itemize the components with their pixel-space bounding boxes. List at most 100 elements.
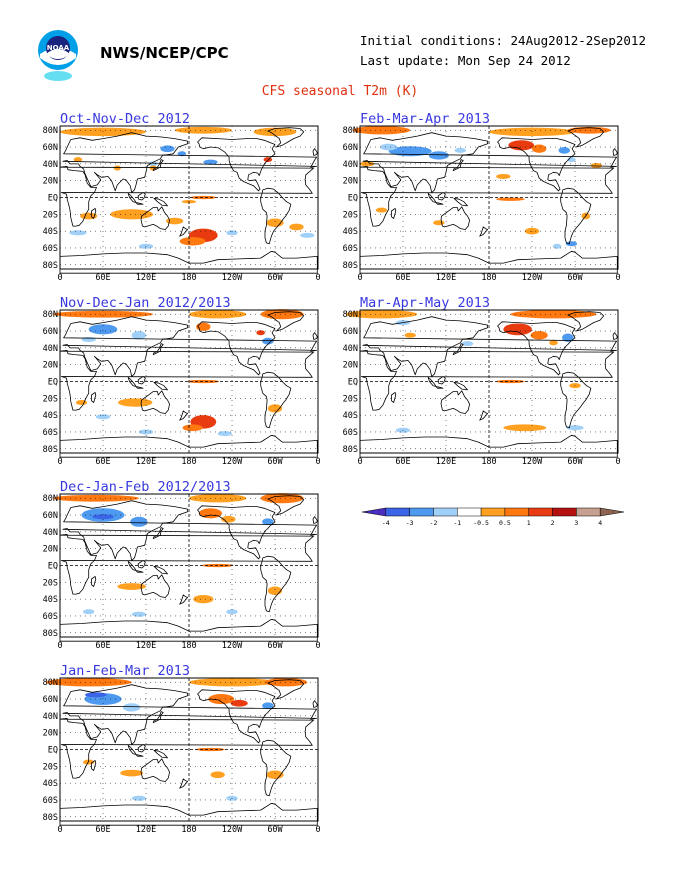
lon-label: 120W [222, 641, 243, 651]
lon-label: 0 [615, 457, 620, 467]
anomaly-region [263, 157, 273, 163]
org-name: NWS/NCEP/CPC [100, 44, 229, 62]
lat-label: 20N [43, 177, 58, 187]
map-panel-jfm: 80N 60N 40N 20N EQ 20S 40S 60S 80S 0 60E 120E 180 120… [43, 677, 321, 835]
legend-label: -0.5 [473, 519, 489, 527]
anomaly-region [203, 159, 218, 165]
lon-label: 120W [522, 457, 543, 467]
anomaly-region [85, 692, 107, 698]
lon-label: 180 [181, 457, 196, 467]
anomaly-region [503, 323, 532, 336]
lat-label: 20S [43, 210, 58, 220]
lon-label: 180 [181, 273, 196, 283]
anomaly-region [558, 147, 570, 154]
anomaly-region [130, 516, 148, 527]
lat-label: 20N [343, 361, 358, 371]
lat-label: 20N [43, 545, 58, 555]
panel-title-ndj: Nov-Dec-Jan 2012/2013 [60, 295, 231, 311]
legend-swatch [504, 507, 529, 517]
anomaly-region [189, 494, 247, 503]
legend-label: -1 [453, 519, 461, 527]
map-panel-mam: 80N 60N 40N 20N EQ 20S 40S 60S 80S 0 60E 120E 180 120… [343, 309, 621, 467]
anomaly-region [510, 310, 597, 319]
lat-label: 20S [343, 210, 358, 220]
lat-label: 40S [43, 227, 58, 237]
anomaly-region [179, 237, 206, 246]
lat-label: 40S [43, 779, 58, 789]
lon-label: 120W [522, 273, 543, 283]
anomaly-region [226, 230, 238, 236]
lon-label: 0 [57, 825, 62, 835]
anomaly-region [208, 693, 235, 705]
legend-label: -4 [382, 519, 390, 527]
lat-label: 40N [343, 160, 358, 170]
legend-swatch [361, 507, 387, 517]
lon-label: 0 [357, 273, 362, 283]
anomaly-region [117, 583, 146, 590]
lat-label: 60S [43, 612, 58, 622]
lon-label: 120E [436, 273, 456, 283]
lat-label: 40N [343, 344, 358, 354]
anomaly-region [590, 163, 603, 169]
coastline [59, 495, 318, 642]
anomaly-region [433, 220, 445, 226]
lon-label: 60E [395, 457, 410, 467]
lat-label: 60N [43, 511, 58, 521]
lat-label: 60N [43, 695, 58, 705]
lat-label: 40S [43, 411, 58, 421]
lat-label: 80N [43, 310, 58, 320]
panel-title-mam: Mar-Apr-May 2013 [360, 295, 491, 311]
lat-label: 40N [43, 160, 58, 170]
anomaly-region [262, 337, 274, 345]
anomaly-region [262, 518, 274, 526]
lat-label: 40N [43, 528, 58, 538]
anomaly-region [73, 157, 83, 163]
lon-label: 60W [567, 457, 583, 467]
anomaly-region [110, 209, 154, 220]
coastline [59, 127, 318, 274]
lat-label: 40N [43, 344, 58, 354]
map-panel-ndj: 80N 60N 40N 20N EQ 20S 40S 60S 80S 0 60E 120E 180 120… [43, 309, 321, 467]
anomaly-region [131, 611, 146, 617]
legend-label: -2 [430, 519, 438, 527]
legend-swatch [409, 507, 434, 517]
last-update: Last update: Mon Sep 24 2012 [360, 53, 571, 68]
anomaly-region [360, 161, 375, 167]
legend-swatch [552, 507, 577, 517]
anomaly-region [182, 424, 203, 432]
anomaly-region [187, 379, 220, 384]
lat-label: 40S [343, 411, 358, 421]
lon-label: 120E [136, 273, 156, 283]
legend-swatch [457, 507, 482, 517]
lon-label: 0 [615, 273, 620, 283]
legend-label: -3 [406, 519, 414, 527]
anomaly-region [221, 515, 236, 523]
anomaly-region [549, 340, 558, 346]
lat-label: 60N [343, 143, 358, 153]
lat-label: 40S [343, 227, 358, 237]
anomaly-region [267, 586, 283, 595]
noaa-logo: NOAA [38, 30, 78, 81]
lat-label: 60S [343, 428, 358, 438]
lon-label: 0 [315, 641, 320, 651]
color-legend: -4 -3 -2 -1 -0.5 0.5 1 2 3 4 [361, 507, 625, 527]
anomaly-region [196, 322, 211, 332]
anomaly-region [160, 145, 175, 153]
lon-label: 180 [181, 641, 196, 651]
anomaly-region [166, 217, 184, 225]
anomaly-region [289, 223, 304, 231]
lon-label: 60E [95, 273, 110, 283]
lat-label: 20S [43, 762, 58, 772]
lat-label: 20N [43, 729, 58, 739]
lat-label: 80S [343, 261, 358, 271]
anomaly-region [82, 609, 95, 615]
panel-title-ond: Oct-Nov-Dec 2012 [60, 111, 191, 127]
anomaly-region [123, 703, 141, 712]
lat-label: 60N [43, 143, 58, 153]
lat-label: 80S [43, 813, 58, 823]
anomaly-region [120, 769, 144, 777]
lon-label: 0 [315, 273, 320, 283]
anomaly-region [148, 161, 158, 167]
lat-label: 80S [343, 445, 358, 455]
lon-label: 60W [267, 273, 283, 283]
